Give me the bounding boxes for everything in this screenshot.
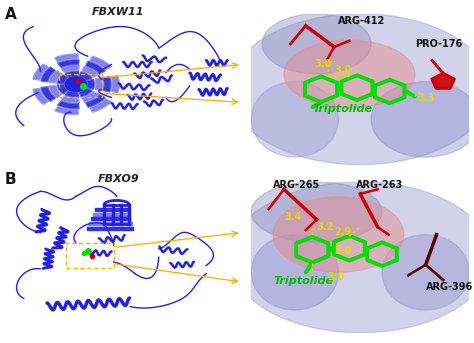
Polygon shape [41,87,55,101]
Text: PRO-176: PRO-176 [415,39,462,49]
Ellipse shape [262,14,371,74]
Text: 3.4: 3.4 [284,212,301,222]
Text: FBXO9: FBXO9 [98,174,139,184]
Polygon shape [61,96,79,103]
Text: 2.9: 2.9 [334,227,351,237]
Ellipse shape [371,82,474,157]
Polygon shape [65,91,79,97]
Text: Triptolide: Triptolide [273,276,333,286]
Text: 3.0: 3.0 [334,64,351,74]
Polygon shape [65,71,79,78]
Polygon shape [79,72,92,80]
Polygon shape [41,68,55,82]
Text: ARG-265: ARG-265 [273,180,320,190]
Ellipse shape [284,40,415,108]
Polygon shape [57,75,68,84]
Polygon shape [61,66,79,72]
Ellipse shape [229,182,474,333]
Text: FBXW11: FBXW11 [92,7,145,17]
Polygon shape [82,67,99,77]
Bar [66,243,114,268]
Polygon shape [55,54,78,62]
Circle shape [65,77,86,92]
Polygon shape [49,86,62,97]
Ellipse shape [251,235,338,310]
Polygon shape [87,80,94,89]
Polygon shape [33,88,48,104]
Polygon shape [103,77,111,92]
Polygon shape [95,78,102,91]
Text: 3.0: 3.0 [328,272,345,282]
Ellipse shape [382,235,469,310]
Text: 3.0: 3.0 [334,246,351,256]
Text: A: A [5,7,17,22]
Text: 3.0: 3.0 [314,59,332,69]
Ellipse shape [273,197,404,272]
Text: ARG-412: ARG-412 [338,16,386,26]
Text: Triptolide: Triptolide [312,104,372,114]
Polygon shape [82,92,99,102]
Polygon shape [49,71,62,83]
Bar [59,73,102,97]
Polygon shape [55,107,78,114]
Text: ARG-263: ARG-263 [356,180,403,190]
Polygon shape [111,76,119,93]
Polygon shape [33,64,48,80]
Polygon shape [90,99,111,112]
Ellipse shape [251,182,382,242]
Polygon shape [79,88,92,96]
Text: 3.2: 3.2 [317,222,334,232]
Polygon shape [57,85,68,94]
Polygon shape [58,101,79,109]
Text: 3.3: 3.3 [417,93,434,103]
Polygon shape [86,61,105,73]
Polygon shape [86,95,105,107]
Text: ARG-396: ARG-396 [426,282,473,293]
Polygon shape [58,60,79,67]
Ellipse shape [251,82,338,157]
Ellipse shape [229,14,474,165]
Text: B: B [5,172,17,187]
Polygon shape [90,56,111,69]
Polygon shape [432,73,455,88]
